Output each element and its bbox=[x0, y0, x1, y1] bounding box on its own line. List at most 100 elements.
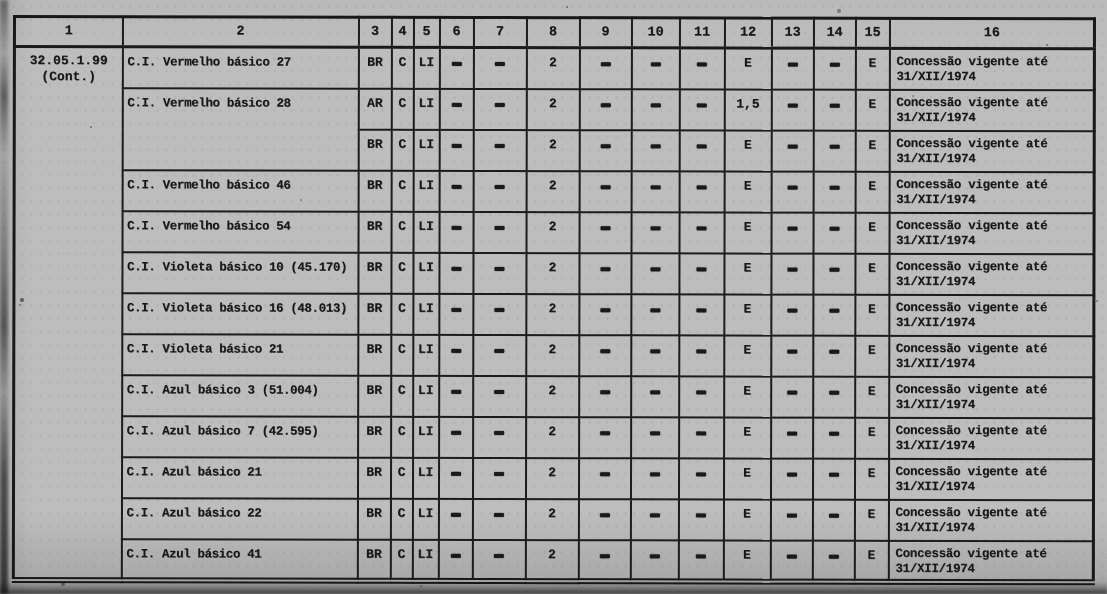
value-cell-col8: 2 bbox=[525, 539, 579, 581]
value-cell-col7 bbox=[473, 47, 527, 89]
value-cell-col4: C bbox=[391, 129, 414, 171]
value-cell-col9 bbox=[578, 416, 631, 458]
table-row: C.I. Azul básico 3 (51.004) BR C LI 2 E E Conce… bbox=[14, 374, 1094, 418]
value-cell-col3: BR bbox=[357, 252, 392, 294]
concession-note-cell: Concessão vigente até 31/XII/1974 bbox=[888, 458, 1094, 500]
dash-mark bbox=[787, 226, 798, 231]
value-cell-col4: C bbox=[390, 375, 413, 417]
value-cell-col9 bbox=[579, 170, 632, 212]
value-cell-col10 bbox=[631, 47, 680, 89]
value-cell-col13 bbox=[770, 376, 813, 418]
value-cell-col14 bbox=[812, 335, 855, 377]
value-cell-col14 bbox=[812, 458, 855, 500]
dye-name-cell: C.I. Azul básico 41 bbox=[121, 538, 358, 581]
value-cell-col5: LI bbox=[412, 293, 439, 335]
concession-note-line1: Concessão vigente até bbox=[896, 54, 1048, 70]
value-cell-col9 bbox=[578, 334, 631, 376]
dash-mark bbox=[786, 267, 797, 272]
value-cell-col9 bbox=[579, 211, 632, 253]
value-cell-col9 bbox=[579, 129, 632, 171]
concession-note-line2: 31/XII/1974 bbox=[896, 233, 976, 248]
table-row: C.I. Azul básico 21 BR C LI 2 E E Concessão vig… bbox=[13, 456, 1094, 500]
dash-mark bbox=[828, 554, 839, 559]
value-cell-col13 bbox=[771, 130, 814, 172]
value-cell-col4: C bbox=[391, 47, 414, 89]
dash-mark bbox=[450, 307, 461, 312]
value-cell-col11 bbox=[679, 170, 725, 212]
dash-mark bbox=[600, 143, 611, 148]
value-cell-col8: 2 bbox=[526, 47, 580, 89]
value-cell-col7 bbox=[472, 375, 526, 417]
dash-mark bbox=[696, 225, 707, 230]
value-cell-col7 bbox=[473, 88, 527, 130]
concession-note-line1: Concessão vigente até bbox=[895, 341, 1048, 356]
value-cell-col3: BR bbox=[357, 334, 391, 376]
value-cell-col8: 2 bbox=[525, 375, 579, 417]
value-cell-col11 bbox=[678, 293, 724, 335]
column-header-2: 2 bbox=[122, 16, 359, 48]
concession-note-cell: Concessão vigente até 31/XII/1974 bbox=[888, 540, 1094, 582]
column-header-11: 11 bbox=[679, 17, 725, 48]
value-cell-col5: LI bbox=[412, 416, 439, 458]
value-cell-col6 bbox=[438, 539, 473, 581]
value-cell-col11 bbox=[679, 129, 725, 171]
value-cell-col7 bbox=[473, 170, 527, 212]
value-cell-col7 bbox=[472, 252, 527, 294]
value-cell-col10 bbox=[631, 170, 680, 212]
column-header-15: 15 bbox=[855, 18, 890, 49]
column-header-7: 7 bbox=[473, 17, 527, 48]
concession-note-cell: Concessão vigente até 31/XII/1974 bbox=[889, 212, 1095, 254]
table-row: C.I. Azul básico 7 (42.595) BR C LI 2 E E Conce… bbox=[14, 415, 1094, 459]
table-row: 32.05.1.99 (Cont.) C.I. Vermelho básico 27… bbox=[13, 46, 1095, 580]
value-cell-col3: BR bbox=[358, 129, 392, 171]
value-cell-col7 bbox=[472, 334, 526, 376]
value-cell-col12: E bbox=[723, 539, 771, 582]
table-row: C.I. Azul básico 41 BR C LI 2 E E Concessão vig… bbox=[13, 538, 1094, 582]
value-cell-col14 bbox=[813, 212, 856, 254]
dash-mark bbox=[696, 184, 707, 189]
value-cell-col5: LI bbox=[413, 88, 440, 130]
dye-name-cell: C.I. Azul básico 7 (42.595) bbox=[121, 415, 358, 458]
value-cell-col6 bbox=[439, 211, 474, 253]
dash-mark bbox=[650, 225, 661, 230]
value-cell-col11 bbox=[678, 457, 724, 499]
value-cell-col13 bbox=[770, 294, 813, 336]
scan-edge-left-artifact bbox=[0, 0, 8, 594]
value-cell-col10 bbox=[630, 293, 679, 335]
dye-name-cell: C.I. Violeta básico 16 (48.013) bbox=[121, 292, 358, 335]
dash-mark bbox=[829, 226, 840, 231]
dash-mark bbox=[494, 471, 505, 476]
value-cell-col9 bbox=[579, 47, 632, 89]
table-row: C.I. Violeta básico 21 BR C LI 2 E E Concessão … bbox=[14, 333, 1094, 377]
value-cell-col8: 2 bbox=[526, 88, 580, 130]
value-cell-col3: BR bbox=[357, 375, 391, 417]
dash-mark bbox=[696, 389, 707, 394]
value-cell-col5: LI bbox=[412, 375, 439, 417]
value-cell-col6 bbox=[438, 252, 474, 294]
dash-mark bbox=[494, 184, 505, 189]
dash-mark bbox=[600, 102, 611, 107]
value-cell-col11 bbox=[679, 47, 725, 89]
dash-mark bbox=[450, 512, 461, 517]
dash-mark bbox=[649, 553, 660, 558]
value-cell-col10 bbox=[630, 539, 679, 581]
dash-mark bbox=[494, 225, 505, 230]
value-cell-col4: C bbox=[391, 88, 414, 130]
dash-mark bbox=[695, 553, 706, 558]
dash-mark bbox=[650, 62, 661, 67]
value-cell-col3: BR bbox=[357, 498, 391, 540]
dash-mark bbox=[599, 389, 610, 394]
value-cell-col15: E bbox=[854, 253, 890, 295]
value-cell-col3: AR bbox=[358, 88, 392, 130]
concession-note-line1: Concessão vigente até bbox=[895, 546, 1047, 561]
dash-mark bbox=[451, 184, 462, 189]
dash-mark bbox=[696, 143, 707, 148]
concession-note-cell: Concessão vigente até 31/XII/1974 bbox=[889, 89, 1095, 131]
value-cell-col14 bbox=[812, 499, 855, 541]
value-cell-col5: LI bbox=[412, 457, 439, 499]
dash-mark bbox=[650, 102, 661, 107]
dash-mark bbox=[493, 512, 504, 517]
table-row: C.I. Azul básico 22 BR C LI 2 E E Concessão vig… bbox=[13, 497, 1094, 541]
header-row: 1 2 3 4 5 6 7 8 9 10 11 12 13 14 15 16 bbox=[14, 16, 1095, 49]
